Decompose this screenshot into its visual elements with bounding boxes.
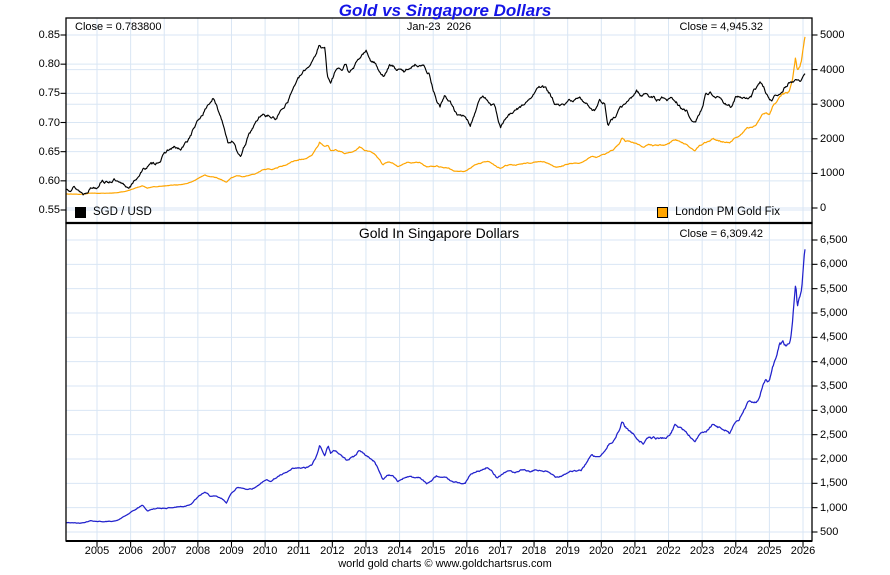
x-axis-tick-label: 2007 [151, 545, 177, 557]
y-axis-tick-label-sgd: 0.60 [38, 174, 60, 187]
gold-sgd-line [66, 249, 806, 524]
y-axis-tick-label-gold-sgd: 3,000 [820, 404, 848, 417]
legend-sgd-usd: SGD / USD [75, 206, 152, 218]
x-axis-tick-label: 2017 [488, 545, 513, 557]
y-axis-tick-label-gold-sgd: 6,000 [820, 258, 848, 271]
gold-usd-close-annotation: Close = 4,945.32 [679, 21, 763, 33]
x-axis-tick-label: 2015 [420, 545, 446, 557]
x-axis-tick-label: 2006 [118, 545, 143, 557]
y-axis-tick-label-gold-sgd: 500 [820, 526, 839, 538]
y-axis-tick-label-gold-usd: 2000 [820, 132, 845, 145]
x-axis-tick-label: 2021 [622, 545, 648, 557]
y-axis-tick-label-sgd: 0.70 [38, 116, 60, 129]
y-axis-tick-label-gold-usd: 0 [820, 202, 827, 214]
y-axis-tick-label-gold-sgd: 4,000 [820, 355, 848, 368]
date-annotation: Jan-23 2026 [406, 21, 472, 33]
x-axis-tick-label: 2008 [185, 545, 211, 557]
x-axis-tick-label: 2013 [353, 545, 379, 557]
y-axis-tick-label-gold-usd: 1000 [820, 167, 845, 180]
sgd-close-annotation: Close = 0.783800 [75, 21, 162, 33]
gold-usd-line [66, 36, 806, 195]
y-axis-tick-label-sgd: 0.85 [38, 29, 60, 41]
y-axis-tick-label-gold-sgd: 1,500 [820, 477, 848, 490]
x-axis-tick-label: 2022 [656, 545, 681, 557]
legend-gold-fix-label: London PM Gold Fix [675, 206, 780, 218]
y-axis-tick-label-sgd: 0.75 [38, 87, 60, 100]
bottom-panel-frame [65, 222, 813, 542]
x-axis-tick-label: 2019 [555, 545, 580, 557]
bottom-panel-title: Gold In Singapore Dollars [358, 225, 520, 241]
x-axis-tick-label: 2009 [219, 545, 244, 557]
y-axis-tick-label-gold-sgd: 2,000 [820, 453, 848, 465]
x-axis-tick-label: 2026 [790, 545, 816, 557]
y-axis-tick-label-sgd: 0.65 [38, 145, 60, 158]
x-axis-tick-label: 2010 [252, 545, 278, 557]
y-axis-tick-label-gold-usd: 3000 [820, 98, 845, 111]
x-axis-tick-label: 2012 [320, 545, 345, 557]
x-axis-tick-label: 2014 [387, 545, 412, 557]
y-axis-tick-label-gold-usd: 5000 [820, 29, 845, 41]
x-axis-tick-label: 2016 [454, 545, 480, 557]
x-axis-tick-label: 2020 [589, 545, 614, 557]
x-axis-tick-label: 2023 [689, 545, 715, 557]
footer-credit: world gold charts © www.goldchartsrus.co… [338, 558, 552, 570]
x-axis-tick-label: 2025 [757, 545, 782, 557]
x-axis-tick-label: 2011 [286, 545, 311, 557]
y-axis-tick-label-sgd: 0.80 [38, 58, 60, 71]
gold-fix-swatch-icon [657, 206, 669, 218]
y-axis-tick-label-gold-sgd: 2,500 [820, 428, 848, 441]
page-title: Gold vs Singapore Dollars [338, 1, 552, 20]
y-axis-tick-label-gold-sgd: 3,500 [820, 380, 848, 392]
gold-sgd-close-annotation: Close = 6,309.42 [679, 228, 763, 240]
legend-gold-fix: London PM Gold Fix [66, 206, 780, 218]
sgd-usd-swatch-icon [75, 206, 86, 218]
y-axis-tick-label-gold-sgd: 4,500 [820, 331, 848, 344]
legend-sgd-usd-label: SGD / USD [93, 206, 152, 218]
y-axis-tick-label-gold-sgd: 5,000 [820, 307, 848, 319]
y-axis-tick-label-gold-sgd: 6,500 [820, 234, 848, 246]
y-axis-tick-label-sgd: 0.55 [38, 204, 60, 216]
x-axis-tick-label: 2018 [521, 545, 547, 557]
x-axis-tick-label: 2024 [723, 545, 748, 557]
y-axis-tick-label-gold-sgd: 1,000 [820, 501, 848, 514]
y-axis-tick-label-gold-sgd: 5,500 [820, 282, 848, 295]
sgd-usd-line [66, 44, 806, 196]
y-axis-tick-label-gold-usd: 4000 [820, 63, 845, 76]
top-panel-frame [65, 17, 813, 224]
x-axis-tick-label: 2005 [84, 545, 110, 557]
